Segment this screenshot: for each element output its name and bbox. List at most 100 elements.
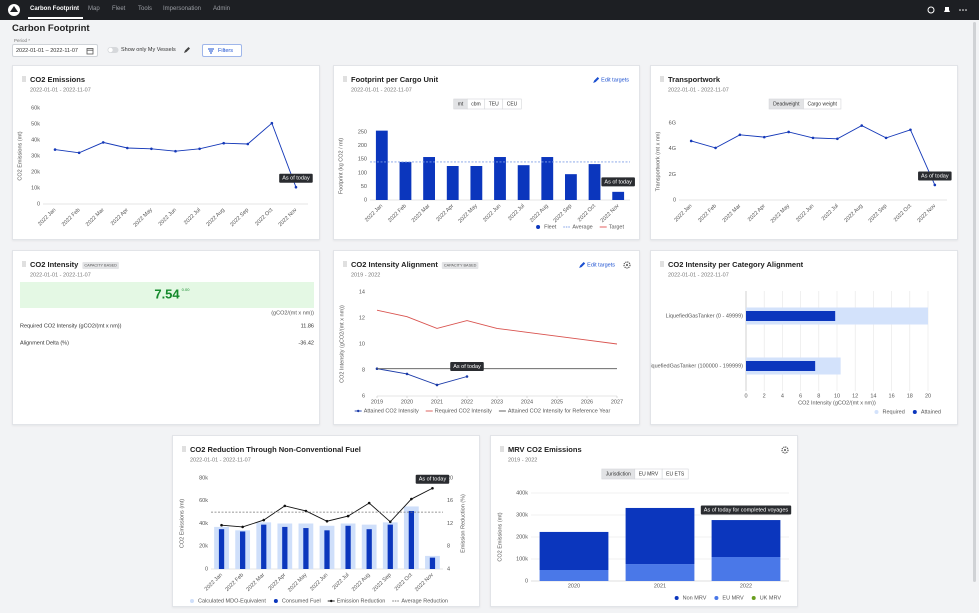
- drag-handle: [22, 76, 24, 78]
- x-tick-label: 16: [889, 393, 895, 399]
- point: [220, 523, 223, 527]
- drag-handle: [182, 448, 184, 450]
- edit-icon: [579, 262, 586, 268]
- x-tick-label: 2022 Jun: [482, 203, 502, 223]
- more-icon[interactable]: [959, 9, 961, 11]
- card-subtitle: 2022-01-01 - 2022-11-07: [30, 272, 91, 278]
- x-tick-label: 2022 May: [457, 203, 478, 224]
- card-subtitle: 2019 - 2022: [508, 457, 537, 463]
- y-tick-label: 50k: [31, 121, 40, 127]
- drag-handle: [24, 265, 26, 267]
- nav-tab[interactable]: Tools: [138, 6, 153, 12]
- y-axis-title: Footprint (kg CO2 / mt): [338, 138, 344, 194]
- legend-label: Attained CO2 Intensity: [364, 408, 419, 414]
- bell-icon[interactable]: [944, 7, 950, 12]
- drag-handle: [182, 446, 184, 448]
- period-picker[interactable]: 2022-01-01 – 2022-11-07: [12, 44, 98, 57]
- y-tick-label: 8: [447, 544, 450, 550]
- edit-targets-link[interactable]: Edit targets: [601, 77, 629, 83]
- toggle-label: Deadweight: [773, 101, 800, 107]
- drag-handle: [182, 450, 184, 452]
- y-tick-label: 6G: [669, 120, 676, 126]
- y-tick-label: 10k: [31, 185, 40, 191]
- nav-tab[interactable]: Map: [88, 6, 100, 12]
- settings-icon[interactable]: [781, 446, 789, 454]
- bar: [565, 174, 577, 200]
- drag-handle: [22, 265, 24, 267]
- x-tick-label: 2022 Jun: [158, 207, 178, 227]
- legend-marker: [912, 410, 917, 414]
- point: [283, 504, 287, 508]
- point: [304, 509, 308, 513]
- point: [884, 136, 888, 140]
- toggle-button[interactable]: [502, 98, 522, 110]
- x-tick-label: 2027: [611, 399, 623, 405]
- y-tick-label: 300k: [516, 512, 528, 518]
- point: [294, 185, 298, 189]
- x-tick-label: 2022 May: [287, 572, 308, 593]
- x-tick-label: 2022 Oct: [577, 203, 597, 223]
- toggle-button[interactable]: [803, 98, 842, 110]
- chart: CO2 Intensity per Category Alignment2022…: [651, 260, 941, 415]
- drag-handle: [660, 78, 662, 80]
- drag-handle: [500, 448, 502, 450]
- toggle-label: CEU: [507, 101, 518, 107]
- line: [54, 122, 297, 188]
- card-subtitle: 2022-01-01 - 2022-11-07: [30, 87, 91, 93]
- annotation-text: As of today: [453, 364, 481, 370]
- x-tick-label: 2024: [521, 399, 533, 405]
- chart: CO2 Intensity 2022-01-01 - 2022-11-07 CAPA…: [20, 260, 314, 346]
- card-title: MRV CO2 Emissions: [508, 445, 582, 454]
- edit-targets-link[interactable]: Edit targets: [587, 262, 615, 268]
- legend-label: Average: [572, 224, 592, 230]
- active-tab-underline: [28, 17, 83, 19]
- edit-icon[interactable]: [183, 46, 191, 54]
- y-tick-label: 80k: [199, 475, 208, 481]
- nav-tab[interactable]: Admin: [213, 6, 231, 12]
- legend: Required Attained: [874, 409, 941, 415]
- filters-button[interactable]: Filters: [202, 44, 242, 57]
- scrollbar[interactable]: [973, 22, 977, 582]
- badge: [441, 262, 479, 269]
- drag-handle: [660, 76, 662, 78]
- y-tick-label: 200k: [516, 534, 528, 540]
- y-tick-label: 16: [447, 498, 453, 504]
- nav-tab[interactable]: Carbon Footprint: [30, 6, 79, 12]
- toggle-group: mt cbm TEU CEU: [453, 98, 522, 110]
- x-tick-label: 2022 Mar: [85, 207, 106, 228]
- point: [860, 124, 864, 127]
- nav-tab[interactable]: Impersonation: [163, 6, 202, 12]
- y-axis-title: Transportwork (mt x nm): [655, 131, 661, 191]
- card-subtitle: 2022-01-01 - 2022-11-07: [668, 272, 729, 278]
- vessel-toggle-label: Show only My Vessels: [121, 47, 176, 53]
- x-tick-label: 2023: [491, 399, 503, 405]
- y-tick-label: 100k: [516, 556, 528, 562]
- point: [431, 486, 434, 490]
- point: [388, 520, 392, 524]
- card: Transportwork 2022-01-01 - 2022-11-07 Dead…: [650, 65, 958, 240]
- legend-marker: [874, 410, 879, 414]
- point: [53, 148, 57, 151]
- bar: [282, 526, 288, 569]
- more-icon[interactable]: [965, 9, 967, 11]
- bar: [446, 166, 459, 200]
- y-tick-label: 60k: [31, 105, 40, 111]
- annotation-text: As of today: [282, 176, 310, 182]
- drag-handle: [22, 80, 24, 82]
- help-icon[interactable]: [927, 6, 935, 14]
- point: [367, 501, 371, 505]
- vessel-toggle[interactable]: [107, 46, 119, 54]
- card-subtitle: 2022-01-01 - 2022-11-07: [351, 87, 412, 93]
- line: [691, 125, 936, 186]
- settings-icon[interactable]: [623, 261, 631, 269]
- y-tick-label: 0: [673, 197, 676, 203]
- nav-tab[interactable]: Fleet: [112, 6, 126, 12]
- legend-label: Attained CO2 Intensity for Reference Yea…: [508, 408, 611, 414]
- x-tick-label: 18: [907, 393, 913, 399]
- legend-label: Non MRV: [683, 595, 707, 601]
- toggle-button[interactable]: [661, 468, 689, 480]
- more-icon[interactable]: [962, 9, 964, 11]
- badge-text: CAPACITY BASED: [84, 264, 117, 268]
- drag-handle: [502, 448, 504, 450]
- annotation-text: As of today for completed voyages: [704, 508, 789, 514]
